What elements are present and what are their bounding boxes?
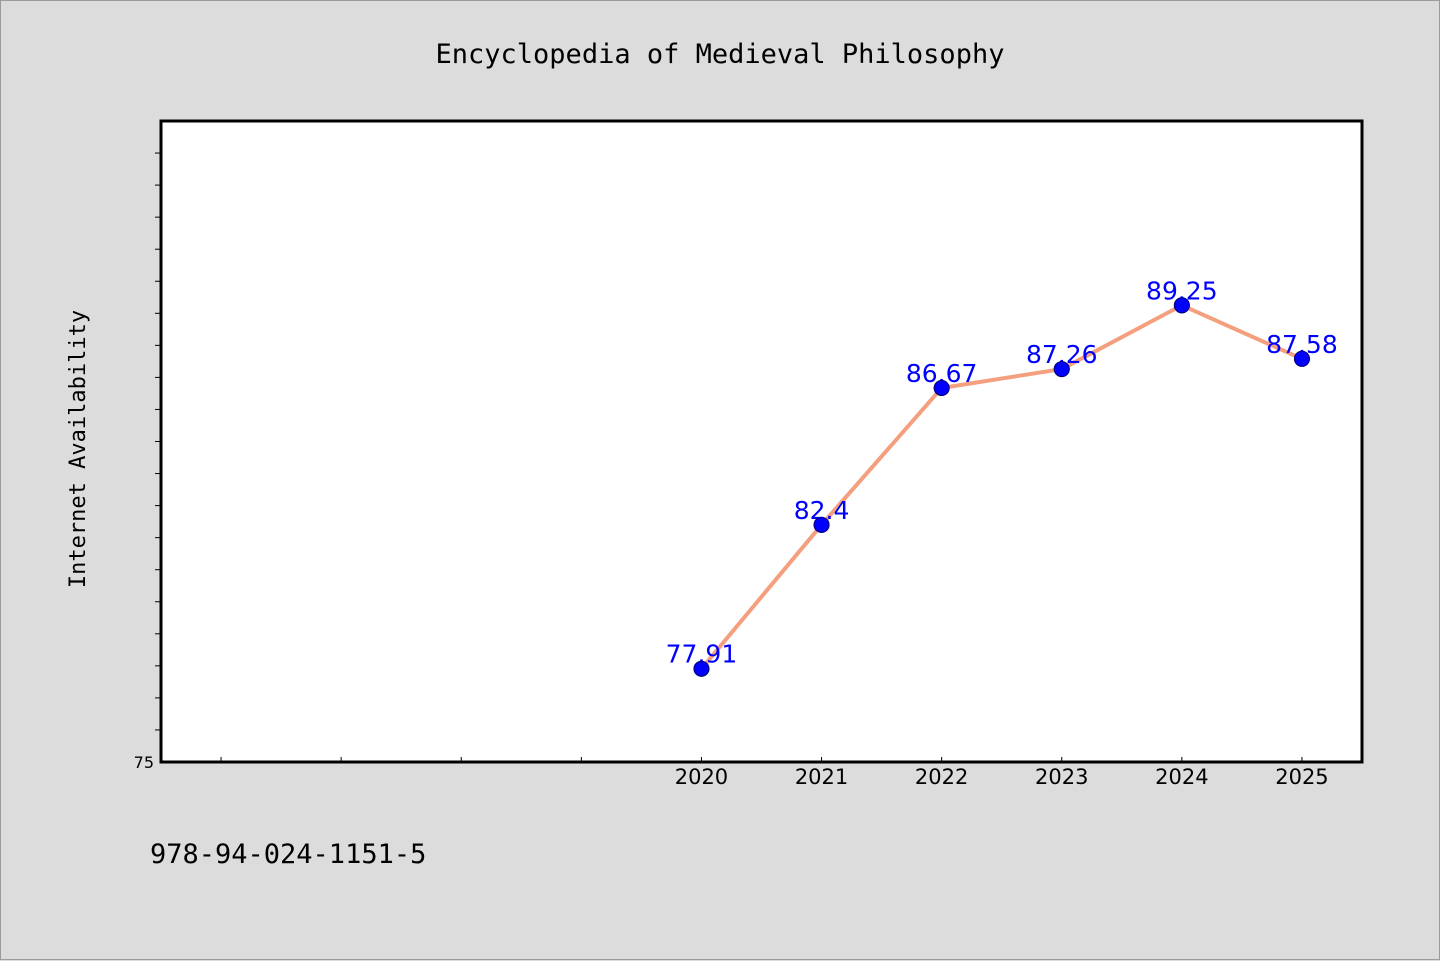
x-tick-label: 2020 xyxy=(675,765,728,789)
data-point-marker-overlay xyxy=(1053,361,1070,378)
data-point-marker-overlay xyxy=(1173,297,1190,314)
chart-title: Encyclopedia of Medieval Philosophy xyxy=(436,39,1005,70)
x-tick-label: 2025 xyxy=(1275,765,1328,789)
x-tick-label: 2023 xyxy=(1035,765,1088,789)
y-axis-label: Internet Availability xyxy=(66,310,91,588)
data-point-marker-overlay xyxy=(693,660,710,677)
data-point-marker-overlay xyxy=(933,379,950,396)
data-point-marker-overlay xyxy=(1293,350,1310,367)
x-tick-label: 2024 xyxy=(1155,765,1208,789)
x-axis-ticks: 2020 2021 2022 2023 2024 2025 xyxy=(220,757,1329,789)
y-tick-label: 75 xyxy=(134,753,154,772)
series-line xyxy=(699,303,1304,671)
data-point-marker-overlay xyxy=(813,516,830,533)
x-tick-label: 2022 xyxy=(915,765,968,789)
y-axis-ticks: 75 xyxy=(134,152,161,772)
x-tick-label: 2021 xyxy=(795,765,848,789)
isbn-footer: 978-94-024-1151-5 xyxy=(150,839,426,870)
plot-area xyxy=(159,119,1364,764)
